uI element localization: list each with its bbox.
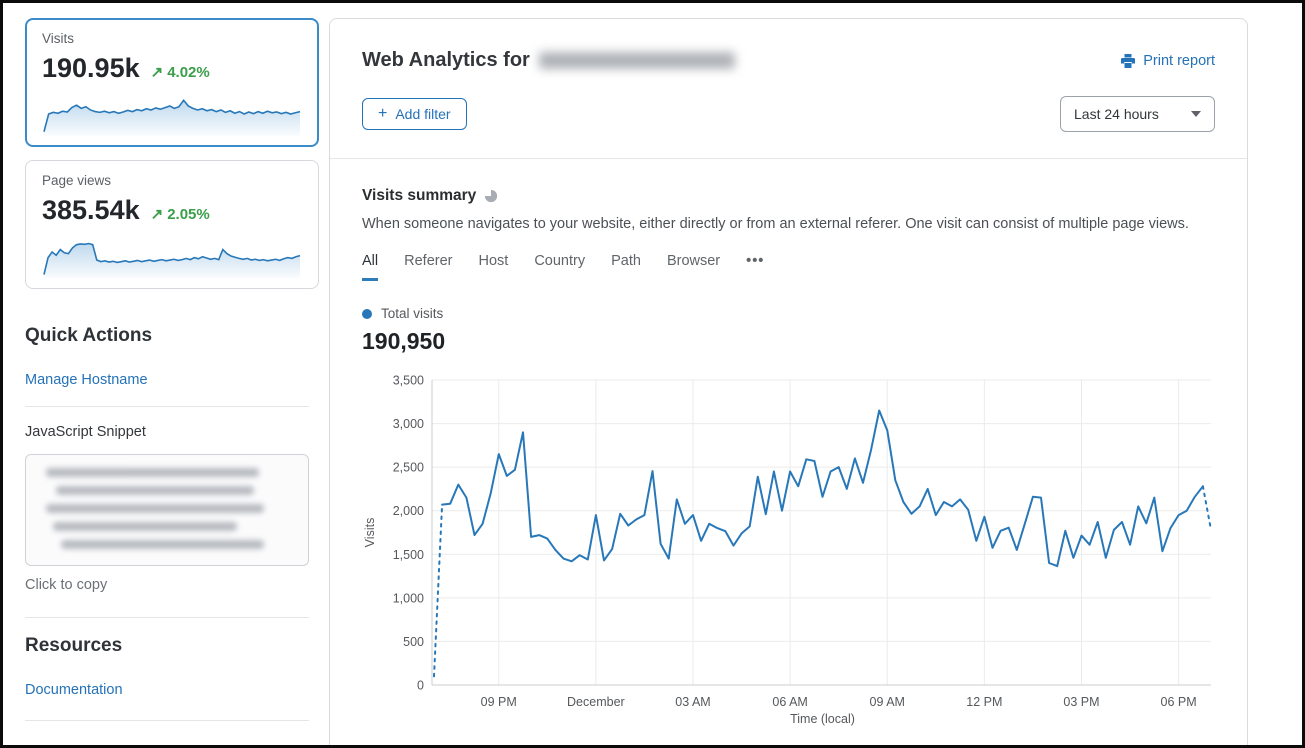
print-report-label: Print report [1143,52,1215,69]
visits-metric-card[interactable]: Visits 190.95k ↗ 4.02% [25,18,319,147]
documentation-link[interactable]: Documentation [25,682,123,698]
visits-line-chart: 0 500 1,000 1,500 2,000 2,500 3,000 3,500 09 PM D… [363,374,1212,726]
divider [25,406,309,407]
quick-actions-title: Quick Actions [25,325,153,346]
plus-icon: + [378,105,388,122]
tab-referer[interactable]: Referer [404,253,453,269]
svg-text:1,500: 1,500 [393,548,424,562]
visits-card-delta: ↗ 4.02% [151,63,210,81]
tab-host[interactable]: Host [478,253,509,269]
svg-text:500: 500 [403,635,424,649]
javascript-snippet-box[interactable] [25,454,309,566]
print-report-link[interactable]: Print report [1120,53,1215,69]
printer-icon [1121,53,1136,68]
total-visits-value: 190,950 [362,328,446,354]
trend-up-icon: ↗ [150,64,164,81]
pageviews-sparkline [42,232,302,279]
svg-text:1,000: 1,000 [393,591,424,605]
javascript-snippet-label: JavaScript Snippet [25,424,146,440]
resources-title: Resources [25,635,123,656]
redacted-snippet-line [55,486,255,495]
visits-card-value: 190.95k [42,53,140,83]
visits-sparkline [42,90,302,137]
manage-hostname-link[interactable]: Manage Hostname [25,372,148,388]
svg-text:12 PM: 12 PM [966,695,1002,709]
visits-summary-section: Visits summary When someone navigates to… [330,159,1247,727]
svg-text:3,000: 3,000 [393,417,424,431]
svg-text:09 PM: 09 PM [481,695,517,709]
svg-text:09 AM: 09 AM [870,695,905,709]
more-tabs-button[interactable]: ••• [746,253,765,269]
redacted-snippet-line [53,522,238,531]
tab-path[interactable]: Path [611,253,641,269]
pageviews-metric-card[interactable]: Page views 385.54k ↗ 2.05% [25,160,319,289]
svg-text:03 PM: 03 PM [1063,695,1099,709]
svg-text:Time (local): Time (local) [790,712,855,726]
visits-summary-title: Visits summary [362,187,477,204]
legend-label: Total visits [381,306,444,321]
redacted-snippet-line [46,468,259,477]
tabs-row: All Referer Host Country Path Browser ••• [362,253,1215,281]
svg-text:0: 0 [417,679,424,693]
caret-down-icon [1191,111,1201,117]
redacted-snippet-line [60,540,264,549]
svg-text:2,500: 2,500 [393,461,424,475]
add-filter-label: Add filter [395,106,451,122]
time-range-value: Last 24 hours [1074,106,1159,122]
pageviews-delta-percent: 2.05% [167,206,210,223]
svg-text:December: December [567,695,625,709]
tab-all[interactable]: All [362,253,379,281]
pageviews-card-label: Page views [42,173,112,188]
header-divider [330,158,1247,159]
chart-legend: Total visits [362,306,1215,321]
visits-summary-description: When someone navigates to your website, … [362,216,1189,232]
visits-delta-percent: 4.02% [167,64,210,81]
svg-text:06 PM: 06 PM [1161,695,1197,709]
svg-text:03 AM: 03 AM [675,695,710,709]
svg-text:06 AM: 06 AM [772,695,807,709]
redacted-domain [538,52,735,69]
tab-country[interactable]: Country [534,253,586,269]
sidebar: Visits 190.95k ↗ 4.02% Page views 385.54… [3,3,329,745]
page-title: Web Analytics for [362,49,735,72]
trend-up-icon: ↗ [150,206,164,223]
redacted-snippet-line [46,504,264,513]
divider [25,617,309,618]
pageviews-card-value: 385.54k [42,195,140,225]
analytics-card: Web Analytics for Print report + Add fil… [329,18,1248,745]
time-range-select[interactable]: Last 24 hours [1060,96,1215,132]
page-title-text: Web Analytics for [362,49,530,71]
tab-browser[interactable]: Browser [666,253,721,269]
main-area: Web Analytics for Print report + Add fil… [329,3,1304,745]
svg-text:Visits: Visits [363,518,377,548]
visits-card-label: Visits [42,31,75,46]
divider [25,720,309,721]
svg-text:2,000: 2,000 [393,504,424,518]
legend-dot-icon [362,308,372,319]
add-filter-button[interactable]: + Add filter [362,98,467,130]
click-to-copy-hint: Click to copy [25,577,108,593]
svg-text:3,500: 3,500 [393,374,424,388]
card-header: Web Analytics for Print report + Add fil… [330,19,1247,132]
pie-chart-help-icon[interactable] [484,189,498,203]
pageviews-card-delta: ↗ 2.05% [151,205,210,223]
